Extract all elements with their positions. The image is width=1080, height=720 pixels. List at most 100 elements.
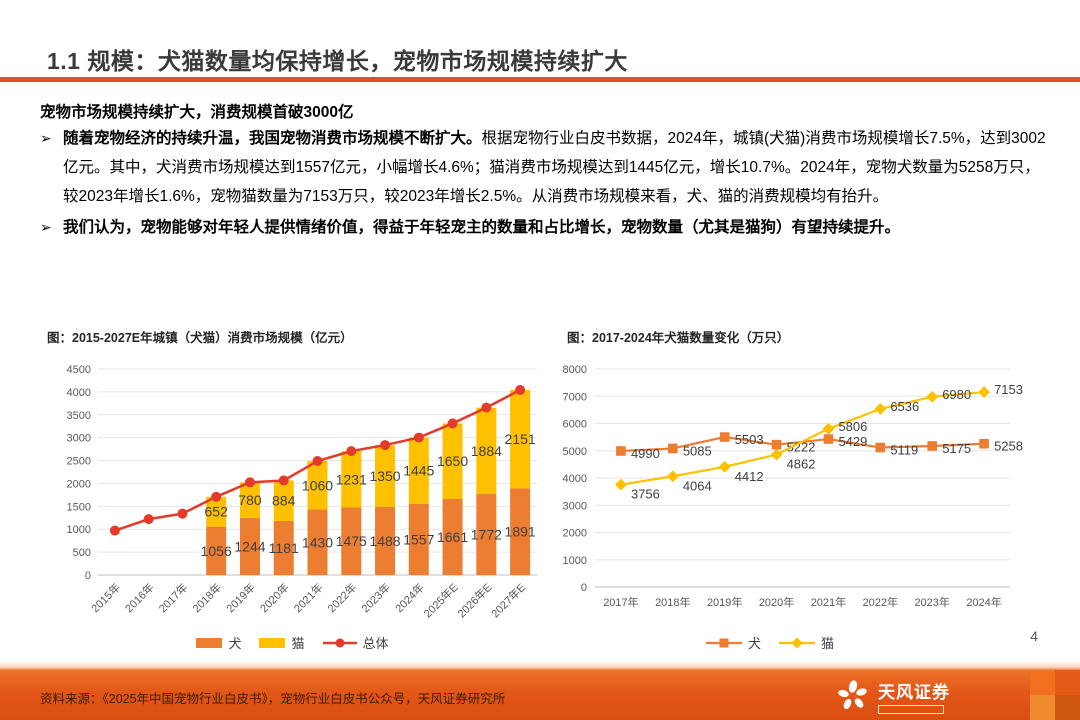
bar-dog-segment — [476, 493, 497, 575]
svg-text:1445: 1445 — [403, 463, 434, 479]
total-line-point — [447, 418, 458, 429]
svg-text:1772: 1772 — [471, 526, 502, 542]
cat-line — [620, 390, 985, 486]
page-number: 4 — [1030, 628, 1038, 644]
tianfeng-logo: 天风证券 — [836, 678, 950, 714]
page-title: 1.1 规模：犬猫数量均保持增长，宠物市场规模持续扩大 — [47, 48, 628, 74]
legend-label: 猫 — [291, 636, 305, 651]
bullet-item-1: ➢ 随着宠物经济的持续升温，我国宠物消费市场规模不断扩大。根据宠物行业白皮书数据，… — [40, 124, 1048, 211]
svg-text:5806: 5806 — [838, 419, 867, 434]
legend-item-cat: 猫 — [259, 633, 305, 652]
logo-text: 天风证券 — [878, 683, 950, 702]
right-chart-legend: 犬 猫 — [550, 633, 990, 652]
legend-item-dog: 犬 — [705, 633, 761, 652]
dog-point — [979, 438, 989, 449]
svg-text:1475: 1475 — [336, 533, 367, 549]
svg-text:3000: 3000 — [563, 500, 587, 512]
svg-text:1060: 1060 — [302, 477, 333, 493]
svg-text:2018年: 2018年 — [655, 595, 690, 609]
svg-text:2022年: 2022年 — [863, 595, 898, 609]
svg-text:1244: 1244 — [234, 539, 265, 555]
svg-text:3000: 3000 — [67, 433, 91, 445]
dog-point — [875, 442, 886, 453]
bullet-arrow-icon: ➢ — [40, 219, 52, 235]
bar-cat-segment — [442, 423, 463, 499]
footer-mosaic-decoration — [1030, 670, 1080, 720]
svg-text:2027年E: 2027年E — [488, 580, 528, 620]
svg-text:1884: 1884 — [471, 443, 502, 459]
mosaic-tile — [1030, 695, 1055, 720]
cat-point — [718, 460, 731, 473]
svg-text:2020年: 2020年 — [759, 595, 794, 609]
total-line-point — [515, 384, 526, 395]
total-line-point — [278, 475, 289, 486]
svg-text:2017年: 2017年 — [603, 595, 638, 609]
bar-cat-segment — [375, 445, 396, 507]
svg-text:1056: 1056 — [201, 543, 232, 559]
total-line-point — [481, 402, 492, 413]
dog-bar-swatch-icon — [196, 637, 223, 648]
svg-text:1000: 1000 — [563, 555, 587, 567]
bar-dog-segment — [510, 488, 531, 575]
bar-dog-segment — [442, 498, 463, 575]
bar-dog-segment — [375, 506, 396, 575]
total-line-point — [346, 446, 357, 457]
svg-text:4000: 4000 — [67, 387, 91, 399]
bar-cat-segment — [476, 407, 497, 494]
total-line-point — [109, 525, 120, 536]
footer-top-fade — [0, 661, 1080, 670]
right-chart-title: 图：2017-2024年犬猫数量变化（万只） — [567, 331, 790, 345]
bar-dog-segment — [239, 518, 260, 575]
mosaic-tile — [1030, 670, 1055, 695]
svg-text:5429: 5429 — [838, 434, 867, 449]
bar-cat-segment — [239, 482, 260, 519]
cat-bar-swatch-icon — [259, 637, 286, 648]
svg-text:6536: 6536 — [890, 399, 919, 414]
legend-label: 总体 — [362, 636, 389, 651]
svg-text:5175: 5175 — [942, 441, 971, 456]
svg-text:2015年: 2015年 — [88, 580, 123, 615]
total-line-point — [211, 491, 222, 502]
svg-text:2000: 2000 — [67, 478, 91, 490]
dog-point — [668, 443, 678, 454]
svg-text:2021年: 2021年 — [811, 595, 846, 609]
svg-text:3756: 3756 — [631, 487, 660, 502]
bar-cat-segment — [273, 480, 294, 521]
body-text-block: ➢ 随着宠物经济的持续升温，我国宠物消费市场规模不断扩大。根据宠物行业白皮书数据，… — [40, 124, 1048, 244]
svg-text:780: 780 — [238, 492, 262, 508]
cat-point — [874, 402, 887, 415]
left-chart-legend: 犬 猫 总体 — [40, 633, 545, 652]
svg-text:6980: 6980 — [942, 387, 971, 402]
bullet1-rest-text: 根据宠物行业白皮书数据，2024年，城镇(犬猫)消费市场规模增长7.5%，达到3… — [63, 130, 1046, 205]
svg-text:2500: 2500 — [67, 456, 91, 468]
dog-point — [719, 432, 730, 442]
svg-text:652: 652 — [205, 504, 229, 520]
bar-cat-segment — [307, 461, 328, 510]
svg-text:0: 0 — [85, 570, 91, 582]
svg-text:2023年: 2023年 — [358, 580, 393, 615]
total-line-swatch-icon — [322, 638, 357, 647]
svg-text:0: 0 — [581, 582, 587, 594]
total-line-point — [413, 432, 424, 443]
title-underline — [0, 77, 1080, 82]
svg-text:500: 500 — [73, 547, 91, 559]
svg-text:4990: 4990 — [631, 446, 660, 461]
svg-text:3500: 3500 — [67, 410, 91, 422]
svg-text:1181: 1181 — [269, 540, 299, 556]
footer-bar: 资料来源：《2025年中国宠物行业白皮书》，宠物行业白皮书公众号，天风证券研究所… — [0, 670, 1080, 720]
total-line-point — [244, 477, 255, 488]
legend-label: 犬 — [228, 636, 242, 651]
mosaic-tile — [1055, 670, 1080, 695]
bar-cat-segment — [341, 451, 362, 508]
left-chart-title: 图：2015-2027E年城镇（犬猫）消费市场规模（亿元） — [47, 331, 353, 345]
svg-text:5222: 5222 — [787, 440, 816, 455]
market-size-stacked-bar-chart: 0 500 1000 1500 2000 2500 3000 3500 4000 4500 2015… — [67, 364, 537, 620]
svg-text:7153: 7153 — [994, 382, 1023, 397]
total-line-point — [143, 514, 154, 525]
bar-dog-segment — [273, 520, 294, 575]
total-line-point — [312, 456, 323, 467]
bullet2-text: 我们认为，宠物能够对年轻人提供情绪价值，得益于年轻宠主的数量和占比增长，宠物数量… — [63, 219, 901, 236]
legend-item-cat: 猫 — [779, 633, 834, 652]
dog-point — [823, 434, 834, 444]
svg-text:2016年: 2016年 — [122, 580, 157, 615]
